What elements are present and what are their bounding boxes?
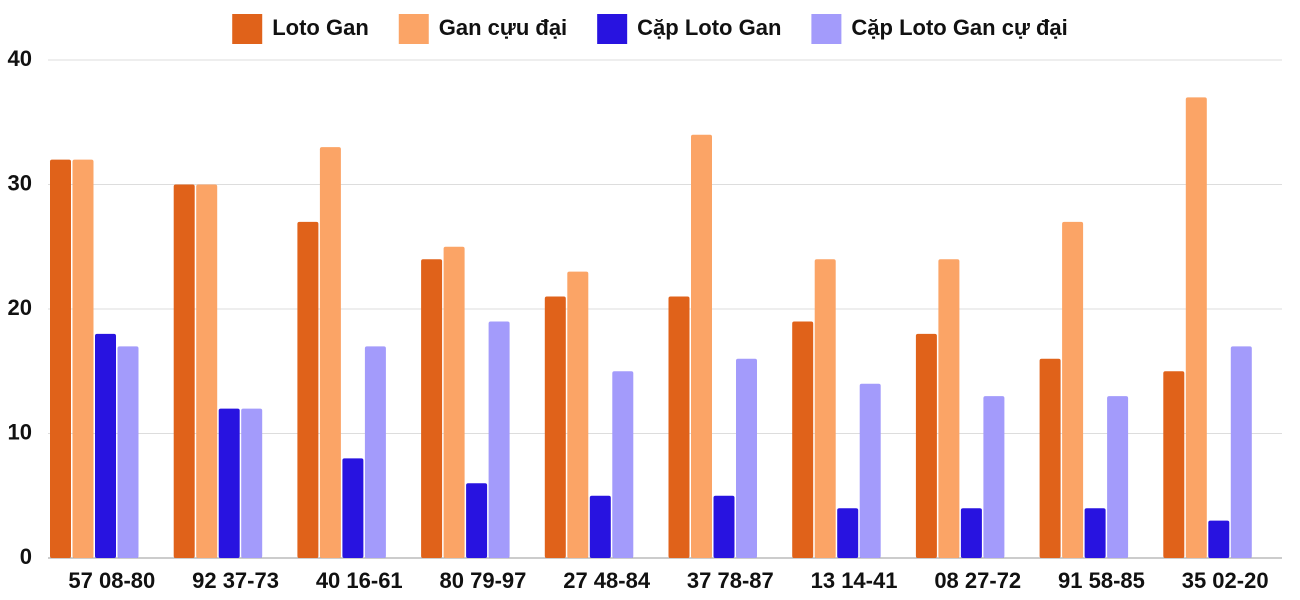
- x-tick-label: 80 79-97: [440, 568, 527, 593]
- legend-swatch: [398, 14, 429, 44]
- bar: [72, 159, 94, 558]
- bar: [1107, 396, 1129, 558]
- y-tick-label: 0: [20, 544, 32, 569]
- x-tick-label: 08 27-72: [934, 568, 1021, 593]
- x-tick-label: 27 48-84: [563, 568, 651, 593]
- x-tick-label: 91 58-85: [1058, 568, 1145, 593]
- bar: [319, 147, 341, 558]
- legend-label: Gan cựu đại: [439, 15, 567, 40]
- legend-swatch: [232, 14, 263, 44]
- bar: [466, 483, 488, 558]
- bar: [814, 259, 836, 558]
- bar: [241, 408, 263, 558]
- bar: [196, 184, 218, 558]
- bar: [1062, 221, 1084, 558]
- bar: [421, 259, 443, 558]
- bar: [173, 184, 195, 558]
- bar: [612, 371, 634, 558]
- bar: [837, 508, 859, 558]
- bar: [691, 134, 712, 558]
- y-tick-label: 10: [8, 419, 32, 444]
- bar: [567, 271, 589, 558]
- bar: [50, 159, 71, 558]
- legend-swatch: [597, 14, 628, 44]
- bar: [1163, 371, 1185, 558]
- bar: [960, 508, 982, 558]
- bar: [364, 346, 386, 558]
- x-tick-label: 35 02-20: [1182, 568, 1269, 593]
- bar: [983, 396, 1005, 558]
- bar: [297, 221, 319, 558]
- x-tick-label: 57 08-80: [68, 568, 155, 593]
- y-tick-label: 20: [8, 295, 32, 320]
- bar: [1230, 346, 1252, 558]
- bar: [488, 321, 510, 558]
- bar: [342, 458, 364, 558]
- bar: [95, 333, 116, 558]
- bar: [1185, 97, 1207, 558]
- x-tick-label: 92 37-73: [192, 568, 279, 593]
- bar: [443, 246, 465, 558]
- bar: [736, 358, 757, 558]
- bar: [544, 296, 566, 558]
- x-tick-label: 13 14-41: [811, 568, 898, 593]
- bar: [792, 321, 814, 558]
- bar: [938, 259, 960, 558]
- legend-label: Cặp Loto Gan: [637, 15, 781, 40]
- bar: [713, 495, 735, 558]
- x-tick-label: 40 16-61: [316, 568, 403, 593]
- legend-label: Loto Gan: [272, 15, 369, 40]
- y-tick-label: 40: [8, 46, 32, 71]
- bar: [218, 408, 240, 558]
- bar: [668, 296, 690, 558]
- bar: [589, 495, 611, 558]
- bar: [915, 333, 937, 558]
- legend-swatch: [811, 14, 842, 44]
- bar: [1208, 520, 1230, 558]
- legend-label: Cặp Loto Gan cự đại: [851, 15, 1067, 40]
- bar: [1039, 358, 1061, 558]
- y-tick-label: 30: [8, 170, 32, 195]
- bar: [117, 346, 139, 558]
- x-tick-label: 37 78-87: [687, 568, 774, 593]
- bar: [1084, 508, 1106, 558]
- bar: [859, 383, 881, 558]
